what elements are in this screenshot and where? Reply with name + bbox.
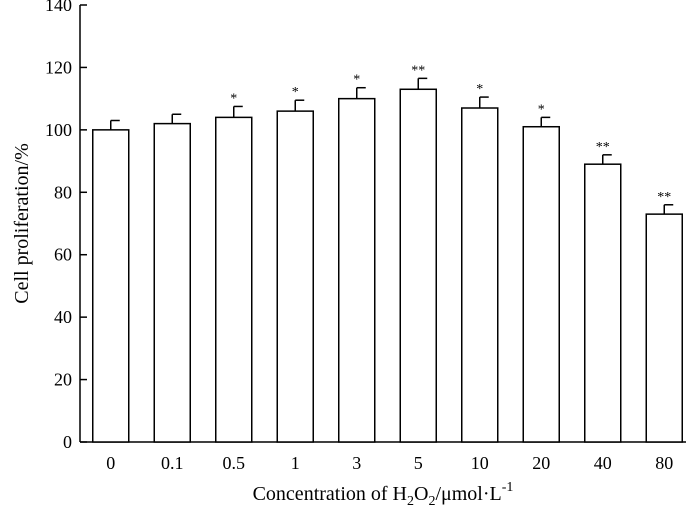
- y-tick-label: 100: [45, 120, 72, 140]
- x-tick-label: 80: [655, 453, 673, 473]
- y-ticks: 0 20 40 60 80 100 120 140: [45, 0, 87, 452]
- significance-mark: *: [230, 91, 237, 106]
- y-tick-label: 20: [54, 370, 72, 390]
- x-ticks: 0 0.1 0.5 1 3 5 10 20 40 80: [106, 453, 673, 473]
- x-axis-title-sub1: 2: [407, 494, 414, 509]
- x-tick-label: 0.1: [161, 453, 184, 473]
- bar: [215, 116, 253, 443]
- x-tick-label: 20: [532, 453, 550, 473]
- x-tick-label: 40: [594, 453, 612, 473]
- x-axis-title-sub2: 2: [428, 494, 435, 509]
- x-axis-title-main: Concentration of H: [253, 483, 407, 505]
- x-tick-label: 1: [291, 453, 300, 473]
- y-tick-label: 120: [45, 57, 72, 77]
- bar: [92, 129, 130, 443]
- significance-mark: *: [476, 82, 483, 97]
- x-tick-label: 10: [471, 453, 489, 473]
- significance-mark: *: [538, 102, 545, 117]
- x-axis-title-mid: O: [414, 483, 428, 505]
- significance-mark: **: [411, 63, 425, 78]
- bar: [276, 110, 314, 443]
- x-axis-title-unit: /μmol·L: [435, 483, 501, 505]
- bar: [338, 97, 376, 443]
- x-tick-label: 0.5: [223, 453, 246, 473]
- y-axis-title: Cell proliferation/%: [11, 143, 33, 304]
- bar: [522, 125, 560, 443]
- bar: [584, 163, 622, 443]
- significance-mark: *: [353, 73, 360, 88]
- y-tick-label: 40: [54, 307, 72, 327]
- bars: * **********: [92, 63, 683, 443]
- x-axis-title: Concentration of H2O2/μmol·L-1: [253, 480, 514, 509]
- y-tick-label: 80: [54, 182, 72, 202]
- significance-mark: *: [292, 85, 299, 100]
- y-tick-label: 140: [45, 0, 72, 15]
- x-tick-label: 0: [106, 453, 115, 473]
- x-axis-title-sup: -1: [502, 480, 514, 495]
- x-tick-label: 3: [352, 453, 361, 473]
- bar: [399, 88, 437, 443]
- y-tick-label: 0: [63, 432, 72, 452]
- bar: [153, 122, 191, 443]
- significance-mark: **: [596, 140, 610, 155]
- significance-mark: **: [657, 190, 671, 205]
- bar: [461, 107, 499, 443]
- bar: [645, 213, 683, 443]
- x-tick-label: 5: [414, 453, 423, 473]
- y-tick-label: 60: [54, 245, 72, 265]
